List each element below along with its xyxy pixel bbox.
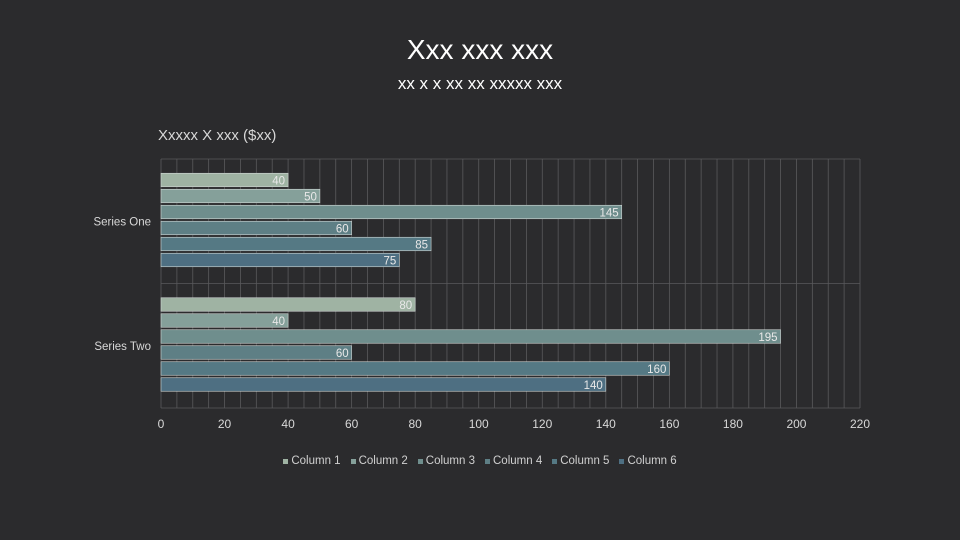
legend-swatch [283, 458, 289, 464]
data-label: 160 [647, 364, 666, 376]
bar [160, 188, 321, 204]
x-tick-label: 100 [469, 417, 489, 431]
slide-title: Xxx xxx xxx [406, 34, 554, 65]
chart-title: Xxxxx X xxx ($xx) [158, 127, 277, 144]
data-label: 40 [272, 316, 285, 328]
legend-item: Column 1 [283, 455, 341, 467]
data-label: 40 [272, 175, 285, 187]
data-label: 145 [600, 207, 619, 219]
bar [160, 172, 289, 188]
bar [160, 236, 432, 252]
bar [160, 220, 352, 236]
legend-swatch [619, 458, 625, 464]
bar [160, 297, 416, 312]
x-tick-label: 220 [850, 417, 870, 431]
legend-label: Column 5 [560, 455, 610, 467]
bar [160, 377, 607, 392]
data-label: 60 [336, 223, 349, 235]
legend-item: Column 6 [619, 455, 677, 467]
data-label: 50 [304, 191, 317, 203]
x-tick-label: 140 [596, 417, 616, 431]
category-label: Series Two [94, 341, 151, 353]
x-tick-label: 0 [158, 417, 165, 431]
x-tick-label: 20 [218, 417, 232, 431]
legend-label: Column 2 [358, 455, 408, 467]
x-tick-label: 200 [786, 417, 806, 431]
legend-item: Column 4 [485, 455, 542, 467]
legend-label: Column 1 [291, 455, 341, 467]
data-label: 85 [415, 239, 428, 251]
legend-item: Column 2 [350, 455, 408, 467]
bar [160, 252, 400, 268]
legend-label: Column 3 [425, 455, 475, 467]
slide-subtitle: xx x x xx xx xxxxx xxx [397, 74, 563, 93]
x-tick-label: 180 [723, 417, 743, 431]
x-tick-label: 60 [345, 417, 359, 431]
bar [160, 313, 289, 328]
category-label: Series One [93, 216, 151, 228]
data-label: 75 [383, 255, 396, 267]
data-label: 195 [758, 332, 777, 344]
bar [160, 345, 352, 360]
x-tick-label: 80 [409, 417, 423, 431]
bar [160, 361, 670, 376]
data-label: 60 [336, 348, 349, 360]
legend-swatch [350, 458, 356, 464]
x-tick-label: 120 [532, 417, 552, 431]
legend-label: Column 6 [627, 455, 677, 467]
legend-swatch [552, 458, 558, 464]
data-label: 140 [584, 380, 603, 392]
x-tick-label: 160 [659, 417, 679, 431]
legend-swatch [417, 458, 423, 464]
legend-label: Column 4 [493, 455, 543, 467]
bar [160, 204, 623, 220]
legend-item: Column 3 [417, 455, 475, 467]
chart-legend: Column 1 Column 2 Column 3 Column 4 Column 5… [0, 455, 960, 467]
legend-swatch [485, 458, 490, 464]
x-tick-label: 40 [281, 417, 295, 431]
legend-item: Column 5 [552, 455, 609, 467]
data-label: 80 [399, 300, 412, 312]
bar [160, 329, 781, 344]
